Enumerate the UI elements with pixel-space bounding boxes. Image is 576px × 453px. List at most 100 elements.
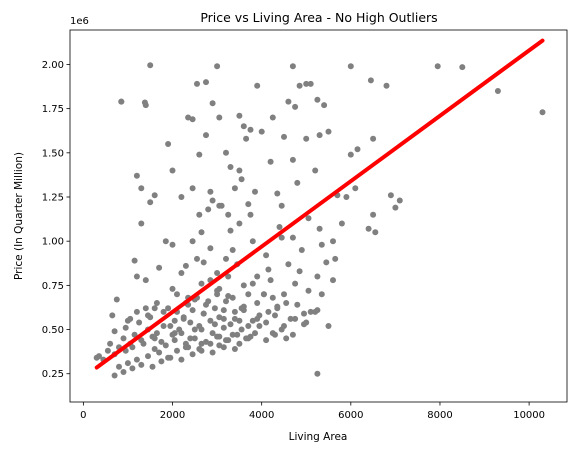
scatter-point	[153, 300, 160, 306]
scatter-point	[227, 227, 234, 234]
scatter-point	[211, 321, 218, 328]
scatter-point	[156, 264, 163, 271]
scatter-point	[323, 259, 330, 266]
scatter-point	[307, 308, 314, 315]
scatter-point	[347, 63, 354, 70]
scatter-point	[254, 300, 261, 306]
scatter-point	[229, 294, 236, 301]
scatter-point	[316, 225, 323, 232]
scatter-point	[182, 262, 189, 269]
scatter-point	[131, 257, 138, 264]
scatter-point	[258, 128, 265, 135]
x-tick-label: 4000	[249, 410, 274, 421]
scatter-point	[167, 323, 174, 329]
scatter-point	[396, 197, 403, 204]
scatter-point	[149, 363, 156, 370]
scatter-point	[147, 62, 154, 69]
scatter-point	[138, 185, 145, 192]
scatter-point	[158, 338, 165, 345]
scatter-point	[198, 340, 205, 347]
scatter-point	[236, 112, 243, 119]
scatter-point	[189, 238, 196, 245]
scatter-point	[274, 303, 281, 310]
scatter-point	[231, 308, 238, 315]
scatter-point	[305, 287, 312, 294]
scatter-point	[330, 238, 336, 245]
scatter-point	[142, 102, 149, 109]
y-tick-label: 1.00	[42, 237, 64, 248]
scatter-point	[209, 349, 216, 356]
scatter-point	[171, 317, 178, 324]
scatter-point	[198, 347, 205, 354]
scatter-point	[171, 337, 178, 344]
scatter-point	[211, 305, 218, 312]
scatter-point	[301, 321, 307, 328]
y-tick-label: 1.50	[42, 148, 64, 159]
scatter-point	[169, 241, 176, 248]
scatter-point	[160, 308, 167, 315]
scatter-point	[151, 305, 158, 312]
y-tick-label: 0.75	[42, 281, 64, 292]
scatter-point	[178, 330, 185, 337]
scatter-point	[370, 135, 377, 142]
scatter-point	[194, 80, 200, 87]
scatter-point	[165, 141, 172, 147]
scatter-point	[214, 270, 221, 276]
scatter-point	[267, 158, 274, 165]
scatter-point	[142, 277, 149, 284]
scatter-point	[263, 319, 270, 326]
scatter-point	[236, 220, 243, 227]
scatter-point	[109, 312, 116, 319]
scatter-point	[260, 291, 267, 298]
scatter-point	[138, 361, 145, 368]
scatter-point	[307, 80, 314, 87]
scatter-point	[133, 308, 140, 315]
scatter-point	[216, 202, 223, 209]
scatter-point	[312, 167, 319, 174]
scatter-point	[236, 317, 243, 324]
scatter-point	[289, 156, 296, 163]
scatter-point	[225, 211, 232, 218]
scatter-point	[147, 199, 154, 206]
scatter-point	[104, 347, 111, 354]
scatter-point	[200, 310, 207, 317]
scatter-point	[236, 167, 243, 174]
scatter-point	[198, 326, 205, 333]
scatter-point	[303, 135, 310, 142]
scatter-point	[236, 340, 243, 347]
scatter-point	[223, 255, 229, 262]
x-tick-label: 0	[80, 410, 86, 421]
scatter-point	[200, 259, 207, 266]
scatter-point	[231, 185, 238, 192]
x-axis: 0 2000 4000 6000 8000 10000	[80, 402, 545, 421]
scatter-point	[434, 63, 441, 70]
scatter-point	[231, 315, 238, 322]
scatter-point	[372, 229, 379, 236]
scatter-point	[305, 215, 312, 222]
scatter-point	[269, 114, 276, 121]
scatter-point	[365, 225, 372, 232]
scatter-point	[205, 206, 212, 213]
scatter-point	[238, 176, 245, 183]
scatter-point	[216, 114, 223, 121]
scatter-point	[227, 164, 234, 170]
scatter-points	[93, 62, 546, 379]
scatter-point	[314, 370, 321, 377]
scatter-point	[133, 172, 140, 179]
scatter-point	[216, 342, 223, 349]
scatter-point	[93, 354, 100, 361]
scatter-point	[167, 354, 174, 361]
scatter-point	[252, 188, 258, 195]
scatter-point	[133, 356, 140, 363]
y-tick-label: 1.25	[42, 193, 64, 204]
scatter-point	[265, 308, 272, 315]
scatter-point	[318, 241, 325, 248]
scatter-point	[196, 211, 203, 218]
scatter-point	[136, 319, 143, 326]
scatter-point	[122, 324, 129, 331]
scatter-point	[185, 114, 192, 121]
scatter-point	[292, 280, 299, 287]
scatter-point	[314, 273, 321, 280]
scatter-point	[191, 335, 198, 342]
